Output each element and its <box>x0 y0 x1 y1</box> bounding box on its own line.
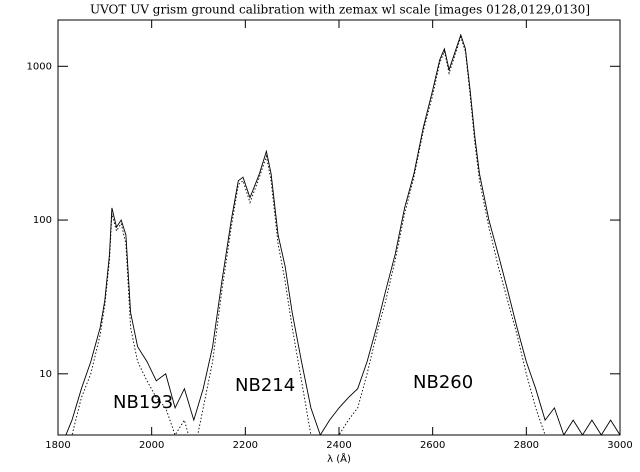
spectrum-line <box>65 33 620 435</box>
x-tick-label: 1800 <box>45 440 70 451</box>
x-axis-label: λ (Å) <box>327 452 351 465</box>
y-tick-label: 10 <box>39 369 52 380</box>
x-tick-label: 2000 <box>139 440 164 451</box>
x-tick-label: 2200 <box>233 440 258 451</box>
plot-frame <box>57 19 621 436</box>
dotted-line <box>71 35 593 435</box>
x-tick-label: 2400 <box>326 440 351 451</box>
x-tick-label: 2600 <box>420 440 445 451</box>
x-tick-label: 2800 <box>514 440 539 451</box>
chart-title: UVOT UV grism ground calibration with ze… <box>90 3 590 17</box>
annotation: NB214 <box>235 375 295 396</box>
x-tick-label: 3000 <box>607 440 632 451</box>
annotation: NB193 <box>113 392 173 413</box>
plot-area <box>65 33 620 435</box>
y-tick-label: 100 <box>33 215 52 226</box>
annotation: NB260 <box>413 372 473 393</box>
y-tick-label: 1000 <box>27 61 52 72</box>
